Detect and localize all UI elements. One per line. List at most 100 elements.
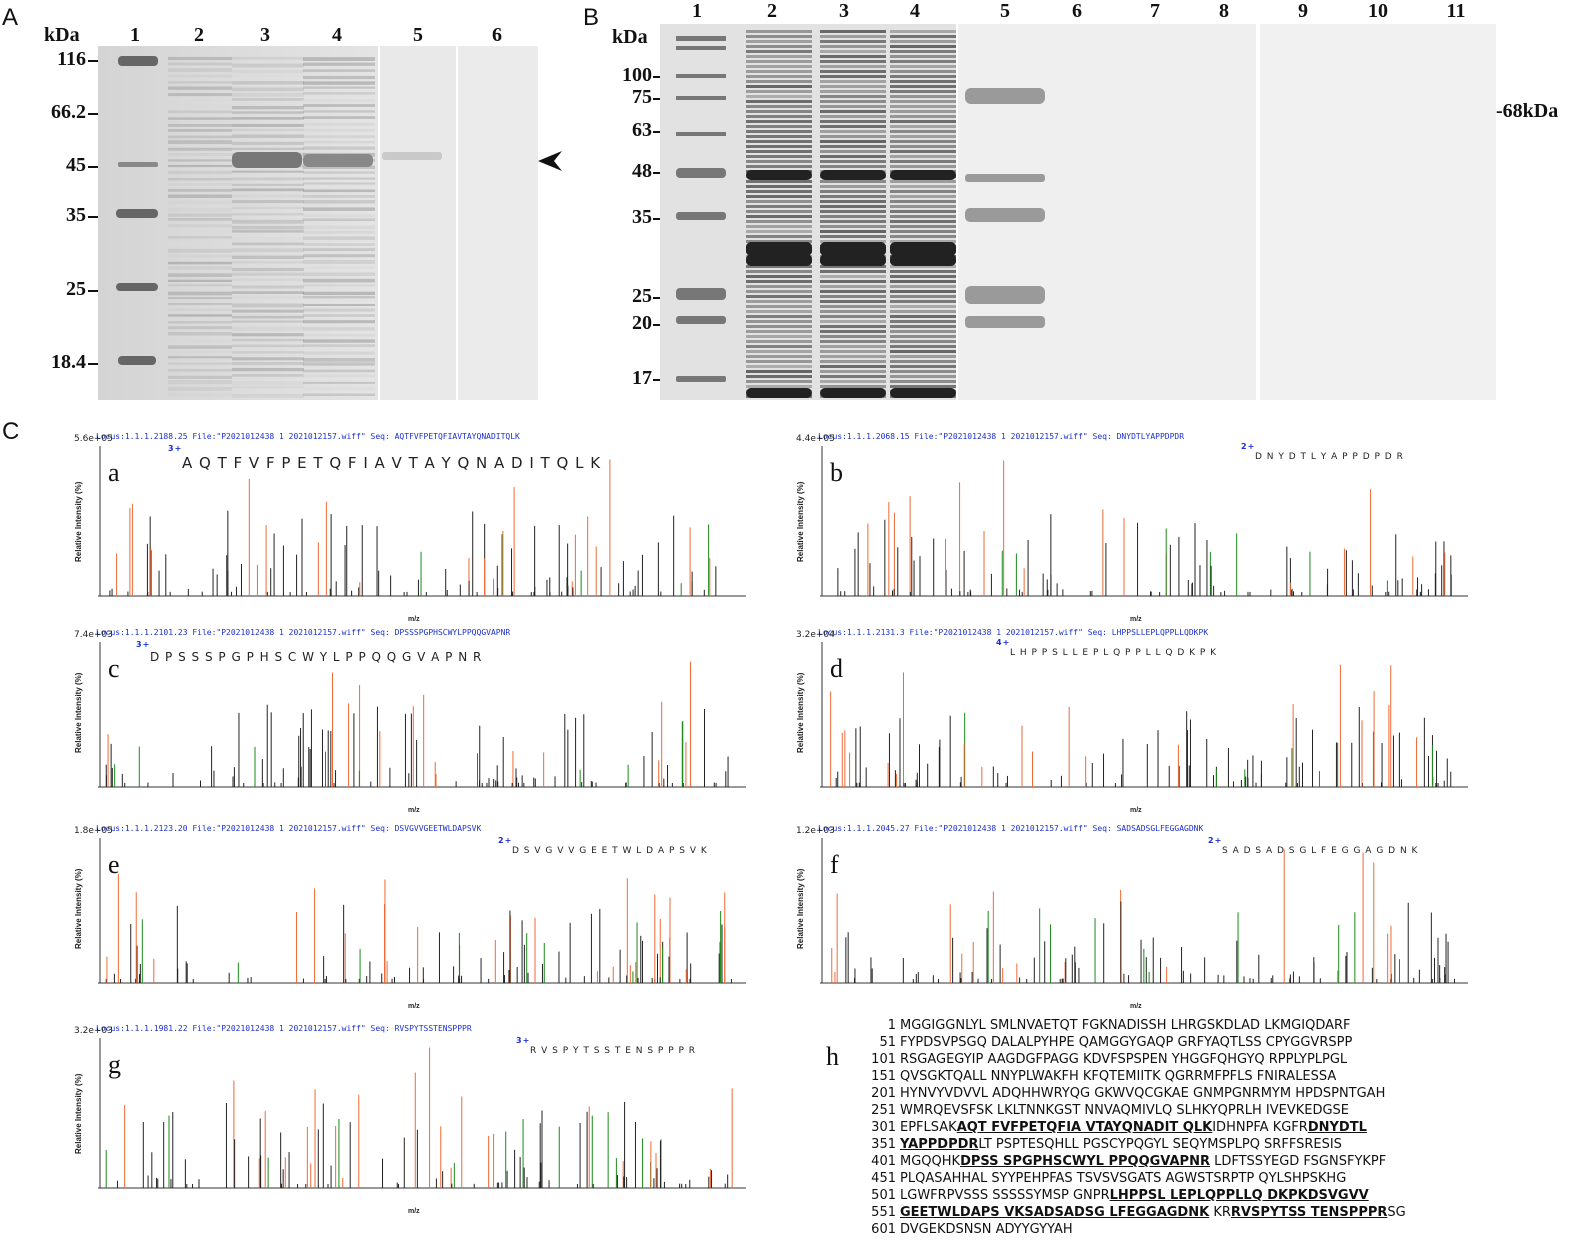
charge-state: 2+ [498, 836, 513, 845]
spectrum-plot [98, 642, 746, 788]
charge-state: 3+ [516, 1036, 531, 1045]
lane-label: 1 [130, 24, 140, 46]
x-axis-label: m/z [408, 1208, 420, 1215]
sequence-line: 451 PLQASAHHAL SYYPEHPFAS TSVSVSGATS AGWS… [868, 1170, 1406, 1187]
panel-c-letter: C [2, 418, 20, 445]
identified-peptide: GEETWLDAPS VKSADSADSG LFEGGAGDNK [900, 1205, 1210, 1220]
lane-label: 6 [1072, 0, 1082, 22]
ms-spectrum-c: Locus:1.1.1.2101.23 File:"P2021012438 1 … [74, 628, 758, 814]
mw-marker: 25 [632, 285, 652, 307]
lane-label: 1 [692, 0, 702, 22]
panel-h-letter: h [826, 1042, 839, 1071]
x-axis-label: m/z [408, 807, 420, 814]
lane-label: 10 [1368, 0, 1388, 22]
residue-number: 551 [871, 1205, 896, 1220]
x-axis-label: m/z [1130, 1003, 1142, 1010]
spectrum-sub-label: f [830, 850, 839, 879]
intensity-scale: 1.2e+03 [796, 826, 835, 836]
sequence-line: 301 EPFLSAKAQT FVFPETQFIA VTAYQNADIT QLKI… [868, 1119, 1406, 1136]
lane-label: 6 [492, 24, 502, 46]
residue-number: 301 [871, 1120, 896, 1135]
mw-marker: 35 [66, 204, 86, 226]
ms-spectrum-b: Locus:1.1.1.2068.15 File:"P2021012438 1 … [796, 432, 1480, 623]
lane-label: 2 [194, 24, 204, 46]
spectrum-plot [820, 838, 1468, 984]
sequence-text: HYNVYVDVVL ADQHHWRYQG GKWVQCGKAE GNMPGNR… [900, 1086, 1386, 1101]
spectrum-header: Locus:1.1.1.1981.22 File:"P2021012438 1 … [96, 1024, 472, 1033]
identified-peptide: LHPPSL LEPLQPPLLQ DKPKDSVGVV [1109, 1188, 1369, 1203]
sequence-text: QVSGKTQALL NNYPLWAKFH KFQTEMIITK QGRRMFP… [900, 1069, 1337, 1084]
spectrum-sub-label: a [108, 458, 120, 487]
residue-number: 51 [879, 1035, 896, 1050]
residue-number: 501 [871, 1188, 896, 1203]
sequence-line: 551 GEETWLDAPS VKSADSADSG LFEGGAGDNK KRRV… [868, 1204, 1406, 1221]
y-axis-label: Relative Intensity (%) [796, 868, 805, 949]
residue-number: 201 [871, 1086, 896, 1101]
lane-label: 9 [1298, 0, 1308, 22]
identified-peptide: RVSPYTSS TENSPPPR [1230, 1205, 1388, 1220]
mw-marker: 17 [632, 367, 652, 389]
lane-label: 5 [413, 24, 423, 46]
residue-number: 601 [871, 1222, 896, 1237]
y-axis-label: Relative Intensity (%) [74, 481, 83, 562]
spectrum-header: Locus:1.1.1.2068.15 File:"P2021012438 1 … [818, 432, 1185, 441]
identified-peptide: DNYDTL [1307, 1120, 1367, 1135]
peptide-sequence: A Q T F V F P E T Q F I A V T A Y Q N A … [182, 454, 602, 472]
sequence-text: FYPDSVPSGQ DALALPYHPE QAMGGYGAQP GRFYAQT… [900, 1035, 1353, 1050]
ms-spectrum-e: Locus:1.1.1.2123.20 File:"P2021012438 1 … [74, 824, 758, 1010]
y-axis-label: Relative Intensity (%) [796, 672, 805, 753]
peptide-sequence: D P S S S P G P H S C W Y L P P Q Q G V … [150, 650, 483, 664]
sequence-line: 151 QVSGKTQALL NNYPLWAKFH KFQTEMIITK QGRR… [868, 1068, 1406, 1085]
spectrum-header: Locus:1.1.1.2188.25 File:"P2021012438 1 … [96, 432, 520, 441]
sequence-line: 201 HYNVYVDVVL ADQHHWRYQG GKWVQCGKAE GNMP… [868, 1085, 1406, 1102]
x-axis-label: m/z [408, 616, 420, 623]
kda-label: kDa [612, 26, 648, 48]
identified-peptide: YAPPDPDR [900, 1137, 979, 1152]
sequence-text: MGGIGGNLYL SMLNVAETQT FGKNADISSH LHRGSKD… [900, 1018, 1351, 1033]
mw-marker: 100 [622, 64, 652, 86]
sequence-line: 1 MGGIGGNLYL SMLNVAETQT FGKNADISSH LHRGSK… [868, 1017, 1406, 1034]
mw-marker: 66.2 [51, 101, 86, 123]
mw-marker: 48 [632, 160, 652, 182]
sequence-text: MGQQHK [900, 1154, 961, 1169]
lane-label: 5 [1000, 0, 1010, 22]
lane-label: 4 [910, 0, 920, 22]
panel-a-letter: A [2, 4, 19, 31]
x-axis-label: m/z [408, 1003, 420, 1010]
residue-number: 101 [871, 1052, 896, 1067]
residue-number: 351 [871, 1137, 896, 1152]
peptide-sequence: S A D S A D S G L F E G G A G D N K [1222, 846, 1419, 856]
ms-spectrum-a: Locus:1.1.1.2188.25 File:"P2021012438 1 … [74, 432, 758, 623]
lane-label: 2 [767, 0, 777, 22]
sequence-text: SG [1387, 1205, 1406, 1220]
sequence-text: EPFLSAK [900, 1120, 957, 1135]
ms-spectrum-f: Locus:1.1.1.2045.27 File:"P2021012438 1 … [796, 824, 1480, 1010]
residue-number: 151 [871, 1069, 896, 1084]
mw-marker: 75 [632, 86, 652, 108]
peptide-sequence: D N Y D T L Y A P P D P D R [1255, 452, 1404, 462]
mw-marker: 45 [66, 154, 86, 176]
spectrum-plot [820, 642, 1468, 788]
peptide-sequence: L H P P S L L E P L Q P P L L Q D K P K [1010, 648, 1218, 658]
sequence-text: KR [1209, 1205, 1231, 1220]
spectrum-plot [98, 838, 746, 984]
residue-number: 251 [871, 1103, 896, 1118]
charge-state: 4+ [996, 638, 1011, 647]
panel-b-letter: B [583, 4, 600, 31]
residue-number: 1 [887, 1018, 896, 1033]
peptide-sequence: D S V G V V G E E T W L D A P S V K [512, 846, 708, 856]
identified-peptide: AQT FVFPETQFIA VTAYQNADIT QLK [956, 1120, 1213, 1135]
mw-marker: 20 [632, 312, 652, 334]
mw-marker: 63 [632, 119, 652, 141]
lane-label: 3 [260, 24, 270, 46]
sequence-line: 501 LGWFRPVSSS SSSSSYMSP GNPRLHPPSL LEPLQ… [868, 1187, 1406, 1204]
spectrum-sub-label: b [830, 458, 843, 487]
residue-number: 401 [871, 1154, 896, 1169]
lane-label: 3 [839, 0, 849, 22]
ms-spectrum-d: Locus:1.1.1.2131.3 File:"P2021012438 1 2… [796, 628, 1480, 814]
spectrum-sub-label: c [108, 654, 120, 683]
sequence-text: LT PSPTESQHLL PGSCYPQGYL SEQYMSPLPQ SRFF… [978, 1137, 1342, 1152]
lane-label: 8 [1219, 0, 1229, 22]
charge-state: 2+ [1241, 442, 1256, 451]
x-axis-label: m/z [1130, 616, 1142, 623]
